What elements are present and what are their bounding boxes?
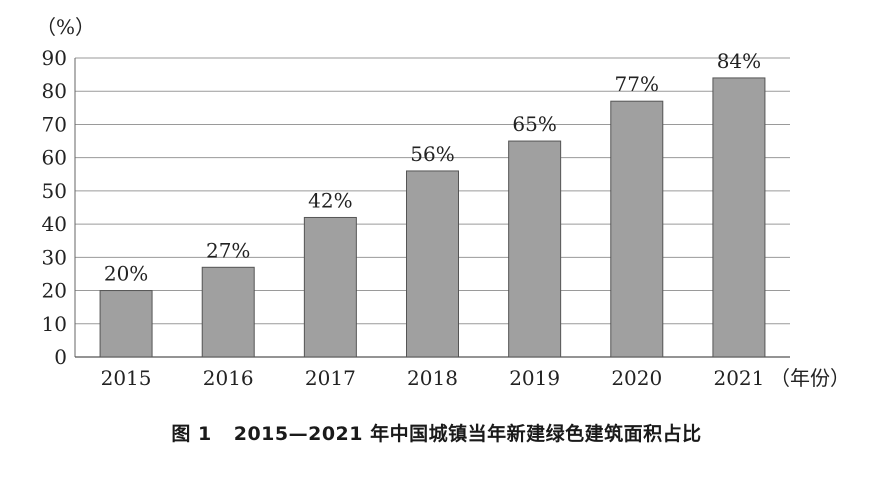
y-tick-label: 50 [42,179,67,203]
y-axis-label: （%） [36,15,95,39]
bar [712,77,766,358]
bar [508,140,562,358]
bar [99,290,153,358]
data-label: 77% [615,72,659,96]
y-tick-label: 90 [42,46,67,70]
data-label: 27% [206,238,250,262]
figure-caption: 图 1 2015—2021 年中国城镇当年新建绿色建筑面积占比 [0,419,873,446]
figure-number: 图 1 [171,423,212,445]
data-label: 65% [512,112,556,136]
y-tick-label: 40 [42,212,67,236]
y-tick-label: 80 [42,79,67,103]
bar [303,216,357,358]
bar [201,266,255,358]
x-axis-label: （年份） [770,366,850,390]
bars [99,77,766,358]
x-tick-label: 2019 [509,366,560,390]
data-label: 84% [717,49,761,73]
y-tick-label: 60 [42,146,67,170]
x-tick-label: 2021 [713,366,764,390]
y-tick-label: 0 [54,345,67,369]
y-tick-label: 20 [42,279,67,303]
x-tick-label: 2020 [611,366,662,390]
bar [406,170,459,358]
data-label: 42% [308,188,352,212]
figure-title: 2015—2021 年中国城镇当年新建绿色建筑面积占比 [233,423,702,445]
bar-chart: 0 10 20 30 40 50 60 70 80 90 2015 2016 2017 2018 2019 2… [36,15,850,390]
axes: 0 10 20 30 40 50 60 70 80 90 2015 2016 2017 2018 2019 2… [42,46,790,390]
y-tick-label: 70 [42,112,67,136]
data-label: 56% [410,142,454,166]
x-tick-label: 2017 [305,366,356,390]
data-label: 20% [104,262,148,286]
x-tick-label: 2016 [203,366,254,390]
y-tick-label: 30 [42,245,67,269]
x-tick-label: 2018 [407,366,458,390]
bar [610,100,664,358]
data-labels: 20% 27% 42% 56% 65% 77% 84% [104,49,761,286]
x-tick-label: 2015 [101,366,152,390]
y-tick-label: 10 [42,312,67,336]
